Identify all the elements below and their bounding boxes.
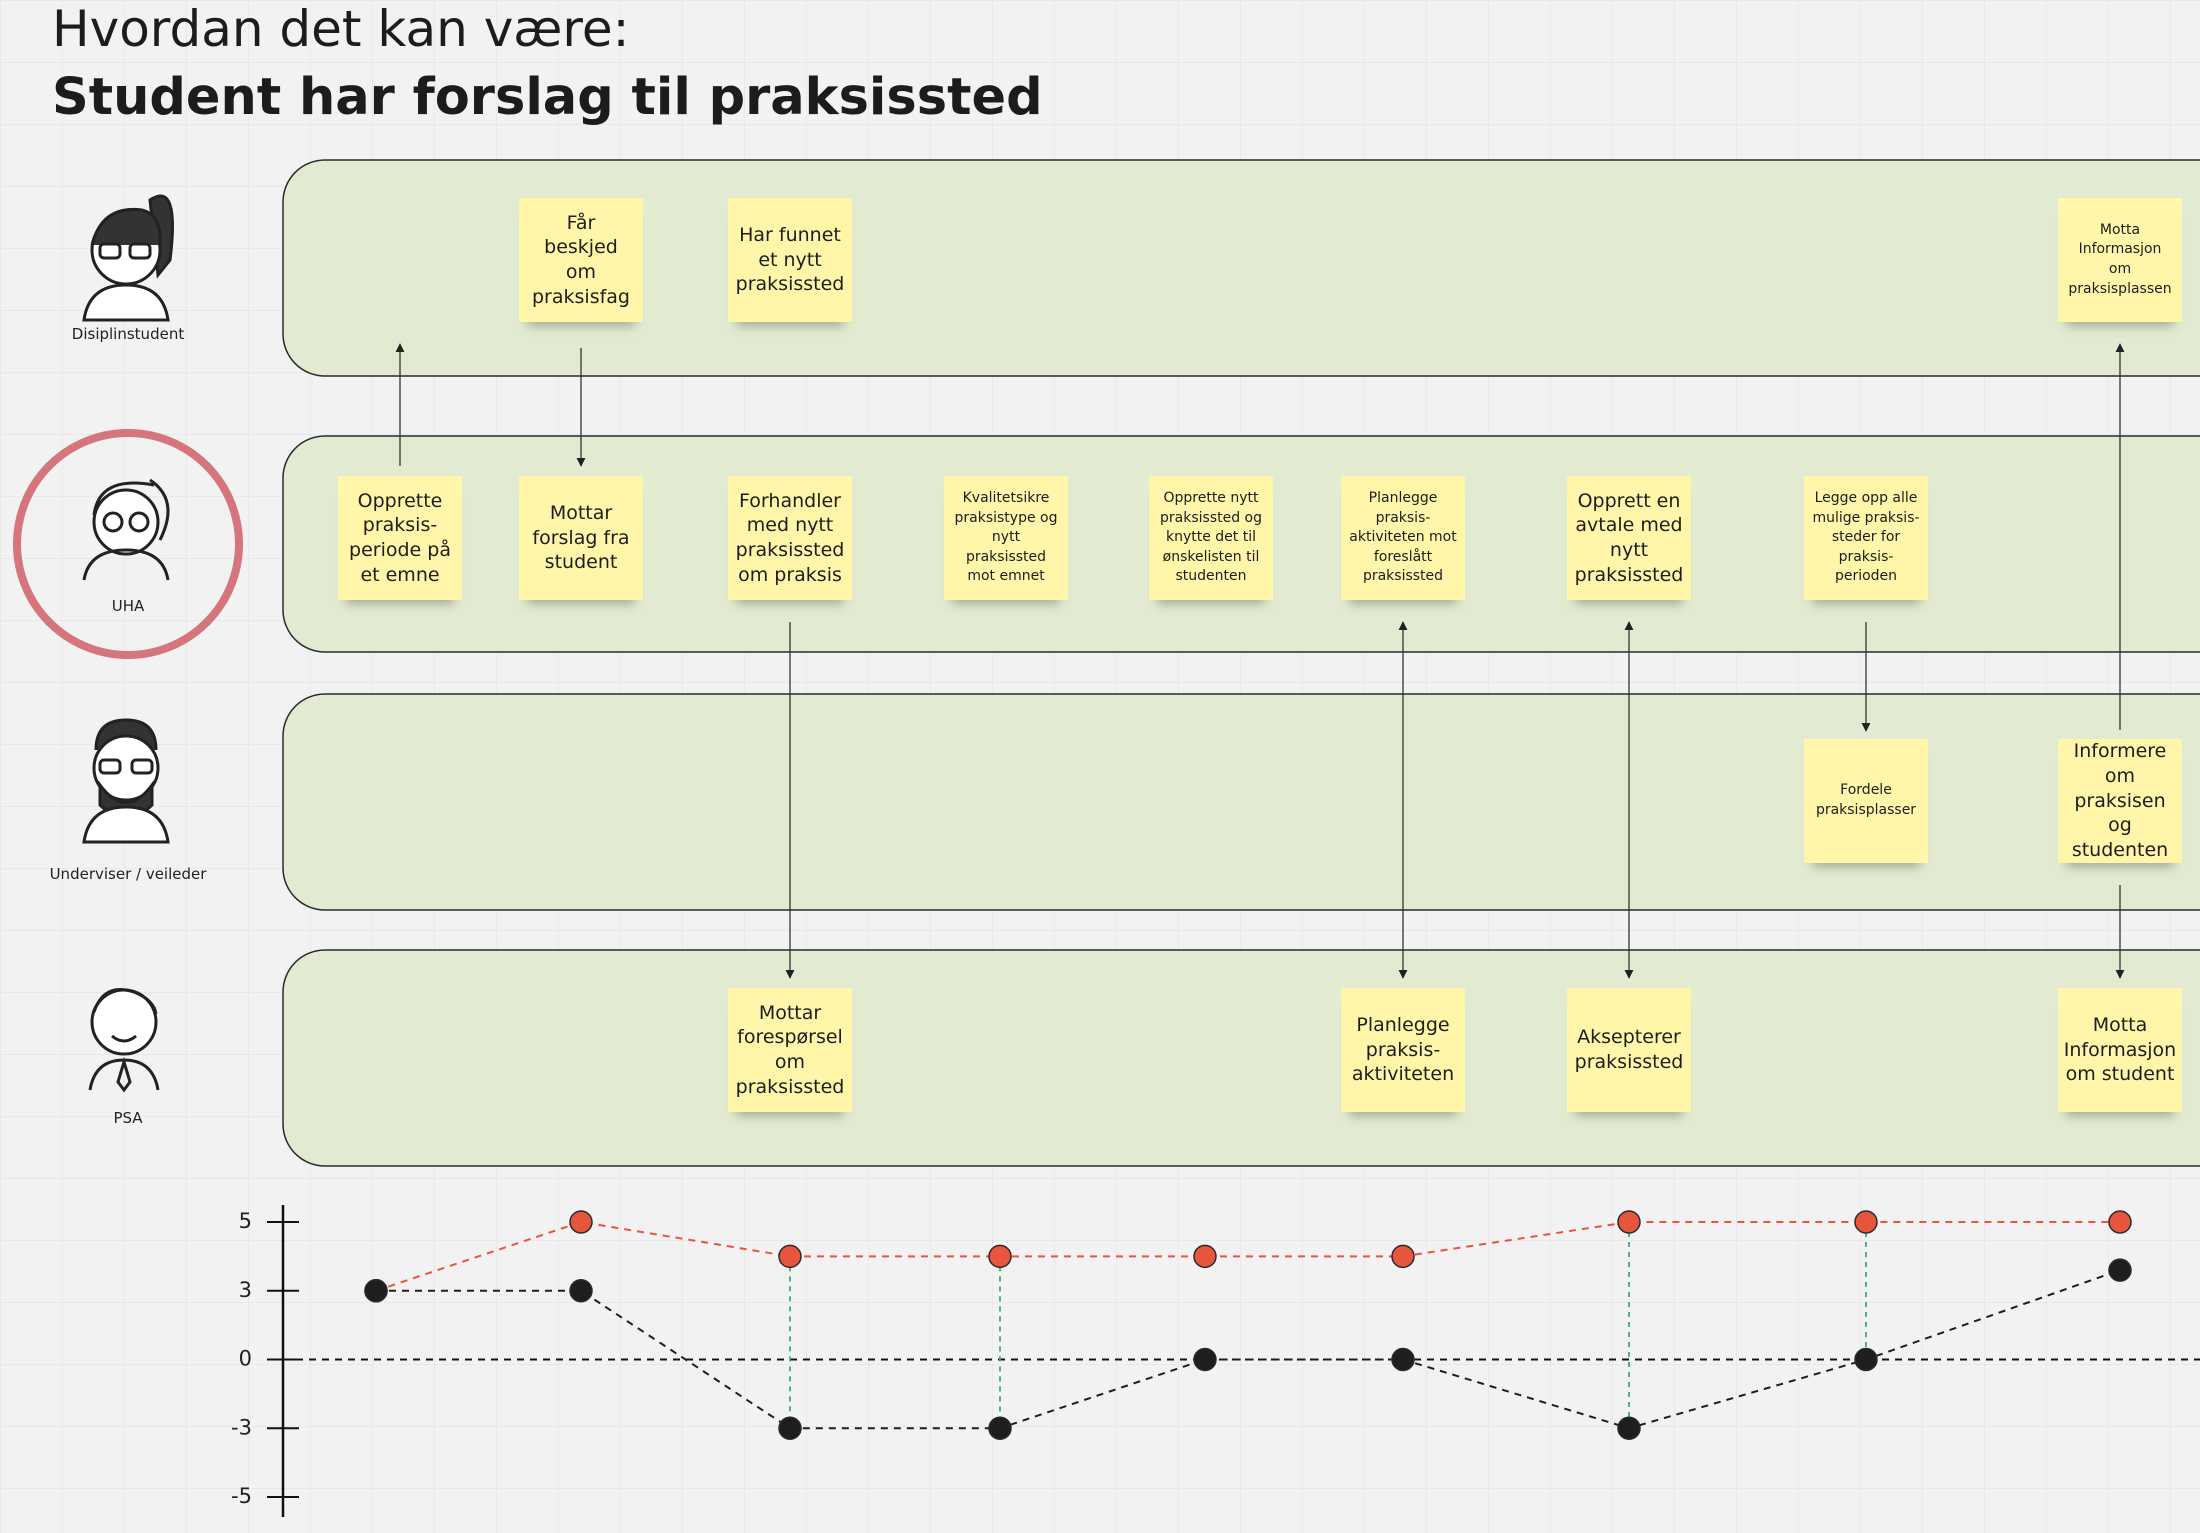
y-tick-label: 3 [239,1278,252,1302]
subtitle: Hvordan det kan være: [52,0,630,58]
data-point [1391,1244,1415,1269]
sticky-note: Planlegge praksis-aktiviteten [1341,988,1465,1112]
sticky-note: Fordele praksisplasser [1804,739,1928,863]
sticky-note: Legge opp alle mulige praksis-steder for… [1804,476,1928,600]
sticky-note: Får beskjed om praksisfag [519,198,643,322]
data-point [2108,1258,2132,1282]
highlight-circle [13,429,243,659]
actor-label: UHA [111,597,145,615]
actor-label: PSA [113,1109,143,1127]
series-line [376,1269,2121,1430]
sticky-note: Motta Informasjon om student [2058,988,2182,1112]
swimlane [282,693,2200,911]
sticky-note: Informere om praksisen og studenten [2058,739,2182,863]
data-point [364,1279,388,1303]
data-point [1193,1347,1217,1372]
y-tick-label: 5 [239,1209,252,1233]
sticky-note: Kvalitetsikre praksistype og nytt praksi… [944,476,1068,600]
actor-icon-teacher [82,718,170,844]
data-point [988,1416,1012,1440]
actor-icon-psa [88,988,160,1093]
actor-label: Disiplinstudent [71,325,185,343]
sticky-note: Planlegge praksis-aktiviteten mot foresl… [1341,476,1465,600]
data-point [1854,1210,1878,1234]
data-point [569,1279,593,1303]
swimlane [282,949,2200,1167]
title: Student har forslag til praksissted [52,68,1043,127]
data-point [778,1416,802,1440]
actor-icon-student [82,194,174,322]
sticky-note: Opprette nytt praksissted og knytte det … [1149,476,1273,600]
sticky-note: Opprette praksis-periode på et emne [338,476,462,600]
sticky-note: Motta Informasjon om praksisplassen [2058,198,2182,322]
y-tick-label: -5 [231,1484,252,1508]
actor-icon-uha [82,478,170,581]
sticky-note: Har funnet et nytt praksissted [728,198,852,322]
sticky-note: Forhandler med nytt praksissted om praks… [728,476,852,600]
data-point [1193,1244,1217,1269]
data-point [569,1210,593,1234]
sticky-note: Opprett en avtale med nytt praksissted [1567,476,1691,600]
data-point [1617,1210,1641,1234]
sticky-note: Mottar forespørsel om praksissted [728,988,852,1112]
sticky-note: Aksepterer praksissted [1567,988,1691,1112]
sticky-note: Mottar forslag fra student [519,476,643,600]
data-point [2108,1210,2132,1234]
y-tick-label: 0 [239,1347,252,1371]
actor-label: Underviser / veileder [49,865,207,883]
data-point [778,1244,802,1269]
data-point [1617,1416,1641,1440]
data-point [988,1244,1012,1269]
data-point [1854,1347,1878,1372]
series-line [375,1220,2120,1292]
data-point [1391,1347,1415,1372]
y-tick-label: -3 [231,1415,252,1439]
